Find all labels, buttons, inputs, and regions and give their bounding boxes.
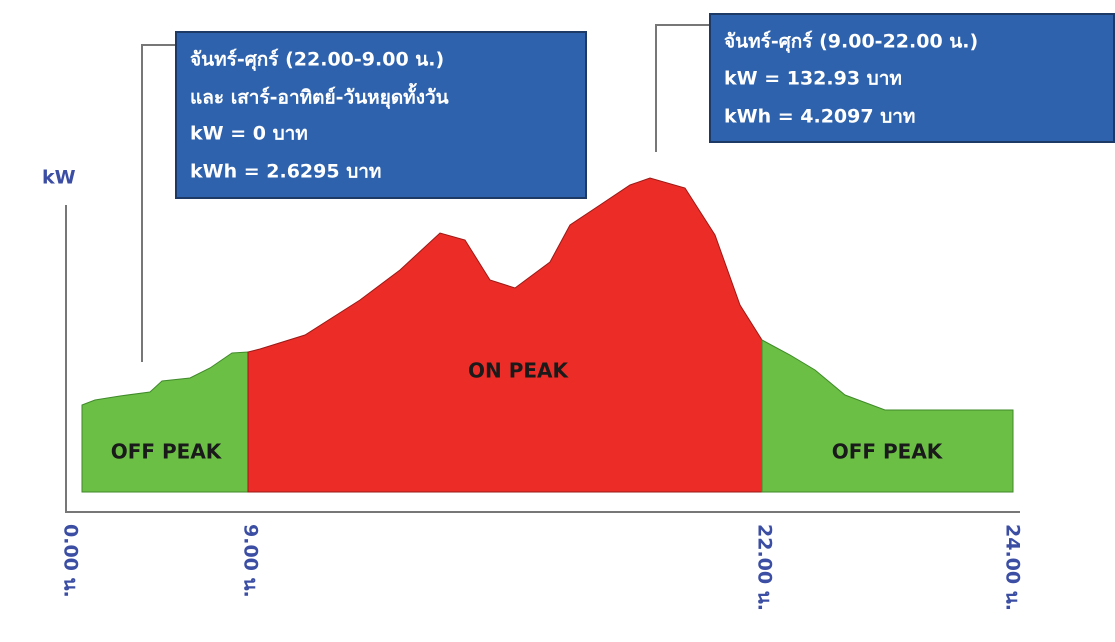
x-tick-label: 22.00 น. [754, 524, 776, 611]
off-peak-area [761, 339, 1014, 493]
x-tick-label: 24.00 น. [1002, 524, 1024, 611]
region-label: ON PEAK [468, 359, 570, 383]
callout-text: และ เสาร์-อาทิตย์-วันหยุดทั้งวัน [190, 83, 449, 110]
callout-text: kWh = 4.2097 บาท [724, 106, 915, 128]
y-axis-label: kW [42, 167, 76, 189]
callout-text: kWh = 2.6295 บาท [190, 161, 381, 183]
region-label: OFF PEAK [832, 440, 944, 464]
callout-box [709, 13, 1115, 143]
callout-line [141, 44, 178, 362]
region-label: OFF PEAK [111, 440, 223, 464]
callout-text: จันทร์-ศุกร์ (22.00-9.00 น.) [190, 49, 444, 72]
callout-line [655, 24, 712, 152]
x-tick-label: 9.00 น. [240, 524, 262, 598]
callout-text: จันทร์-ศุกร์ (9.00-22.00 น.) [724, 31, 978, 54]
axis [65, 205, 1020, 513]
off-peak-area [81, 351, 249, 493]
callout-text: kW = 0 บาท [190, 123, 308, 145]
callout-text: kW = 132.93 บาท [724, 68, 902, 90]
x-tick-label: 0.00 น. [60, 524, 82, 598]
on-peak-area [247, 177, 763, 493]
callout-box [175, 31, 587, 199]
